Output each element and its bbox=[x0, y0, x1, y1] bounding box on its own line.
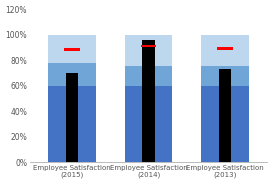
Bar bbox=[142, 40, 155, 162]
Bar bbox=[48, 63, 96, 86]
Bar bbox=[125, 66, 172, 86]
Bar bbox=[66, 73, 78, 162]
Bar bbox=[48, 35, 96, 63]
Bar bbox=[201, 66, 249, 86]
Bar bbox=[125, 86, 172, 162]
Bar bbox=[219, 69, 231, 162]
Bar bbox=[201, 35, 249, 66]
Bar bbox=[201, 86, 249, 162]
Bar bbox=[64, 48, 80, 51]
Bar bbox=[141, 45, 156, 47]
Bar bbox=[218, 47, 233, 50]
Bar bbox=[125, 35, 172, 66]
Bar bbox=[48, 86, 96, 162]
